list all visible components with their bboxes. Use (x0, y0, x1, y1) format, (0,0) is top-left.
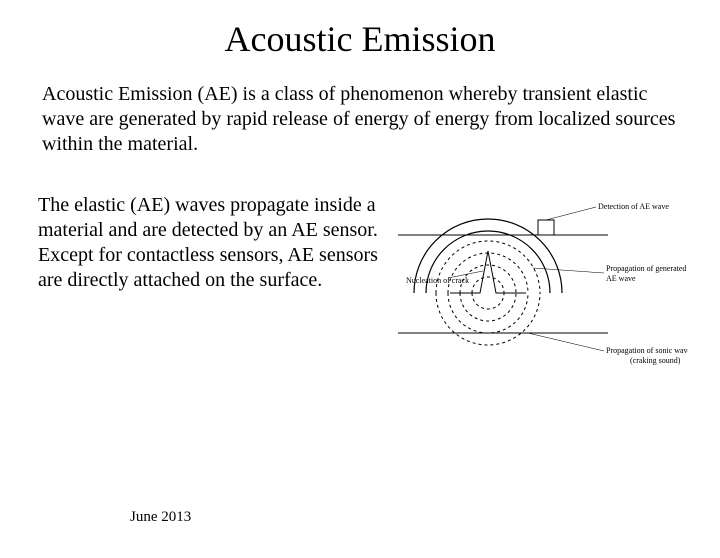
page-title: Acoustic Emission (0, 18, 720, 60)
ae-diagram: Detection of AE wave Nucleation of crack P… (388, 193, 688, 383)
svg-text:Propagation of sonic wave: Propagation of sonic wave (606, 346, 688, 355)
body-paragraph: The elastic (AE) waves propagate inside … (38, 193, 378, 293)
intro-paragraph: Acoustic Emission (AE) is a class of phe… (42, 82, 678, 157)
svg-text:Detection of AE wave: Detection of AE wave (598, 202, 669, 211)
svg-text:AE wave: AE wave (606, 274, 636, 283)
footer-date: June 2013 (130, 509, 191, 526)
svg-text:Propagation of generated: Propagation of generated (606, 264, 686, 273)
content-row: The elastic (AE) waves propagate inside … (38, 193, 700, 383)
svg-text:Nucleation of crack: Nucleation of crack (406, 276, 469, 285)
svg-text:(craking sound): (craking sound) (630, 356, 681, 365)
